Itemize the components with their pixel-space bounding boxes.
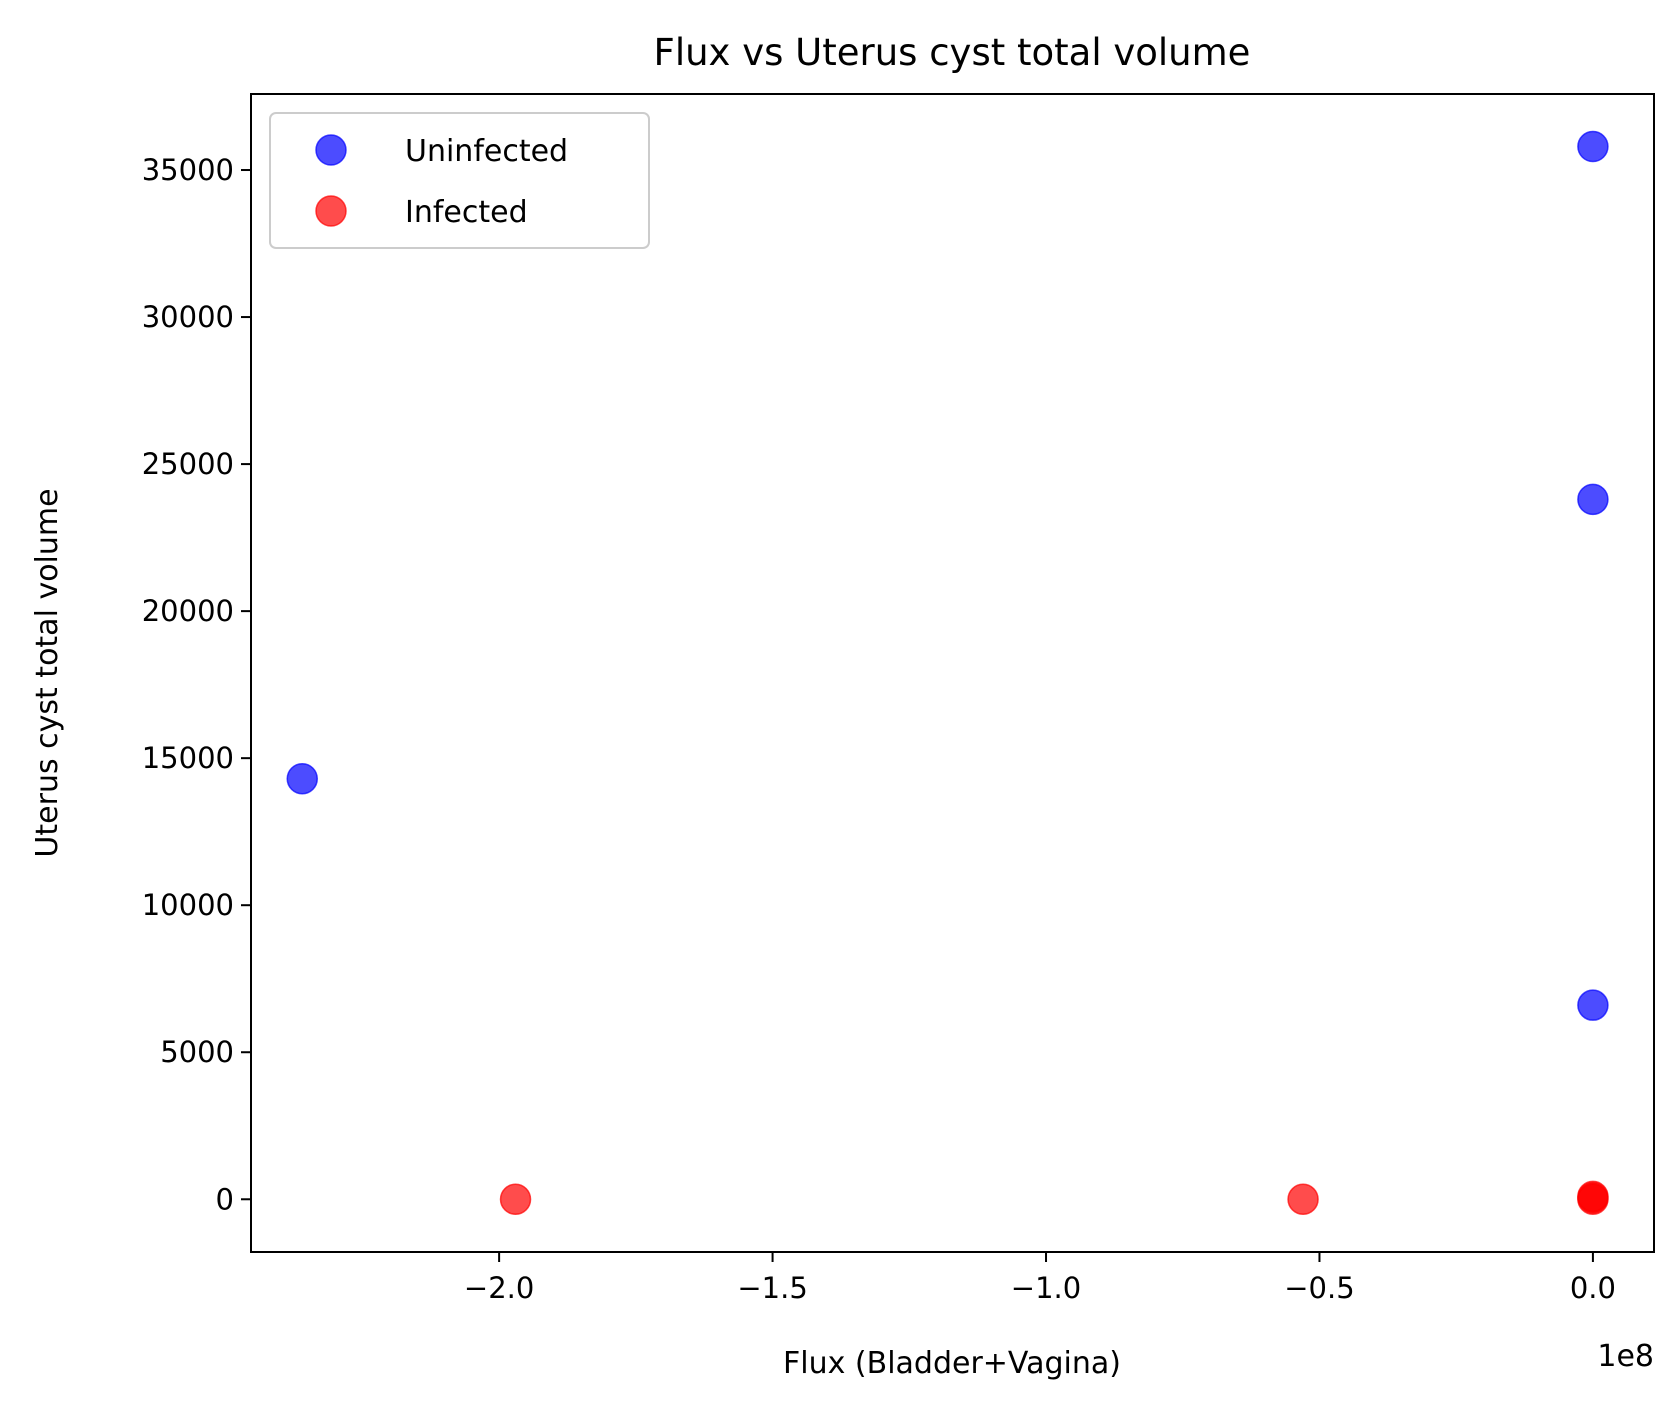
x-tick-label: −0.5 xyxy=(1284,1271,1354,1305)
chart-title: Flux vs Uterus cyst total volume xyxy=(654,31,1251,74)
data-point-uninfected-0 xyxy=(286,762,318,795)
y-tick-label: 35000 xyxy=(142,153,234,187)
points-layer xyxy=(286,130,1609,1216)
y-tick-label: 30000 xyxy=(142,300,234,334)
data-point-uninfected-3 xyxy=(1577,989,1609,1021)
data-point-uninfected-2 xyxy=(1577,483,1609,516)
data-point-uninfected-1 xyxy=(1577,130,1609,163)
data-point-infected-1 xyxy=(1287,1183,1319,1216)
y-tick-label: 10000 xyxy=(142,888,234,922)
x-axis-label: Flux (Bladder+Vagina) xyxy=(783,1346,1121,1381)
y-axis-label: Uterus cyst total volume xyxy=(30,488,65,857)
x-axis: −2.0 −1.5 −1.0 −0.5 0.0 xyxy=(464,1252,1616,1305)
legend-label-infected: Infected xyxy=(405,195,528,230)
legend-marker-infected xyxy=(315,195,347,227)
legend-box xyxy=(269,112,650,249)
y-tick-label: 25000 xyxy=(142,447,234,481)
x-axis-offset-label: 1e8 xyxy=(1597,1339,1654,1374)
legend-label-uninfected: Uninfected xyxy=(405,134,568,169)
y-tick-label: 20000 xyxy=(142,594,234,628)
plot-frame xyxy=(250,93,1655,1253)
y-axis: 0 5000 10000 15000 20000 25000 30000 35000 xyxy=(142,153,251,1216)
legend: Uninfected Infected xyxy=(269,112,650,249)
x-tick-label: 0.0 xyxy=(1570,1271,1616,1305)
y-tick-label: 5000 xyxy=(160,1035,234,1069)
x-tick-label: −2.0 xyxy=(464,1271,534,1305)
legend-marker-uninfected xyxy=(315,134,347,166)
y-tick-label: 0 xyxy=(216,1182,234,1216)
y-tick-label: 15000 xyxy=(142,741,234,775)
data-point-infected-0 xyxy=(499,1183,532,1216)
x-tick-label: −1.0 xyxy=(1011,1271,1081,1305)
x-tick-label: −1.5 xyxy=(737,1271,807,1305)
data-point-infected-4 xyxy=(1577,1180,1609,1213)
